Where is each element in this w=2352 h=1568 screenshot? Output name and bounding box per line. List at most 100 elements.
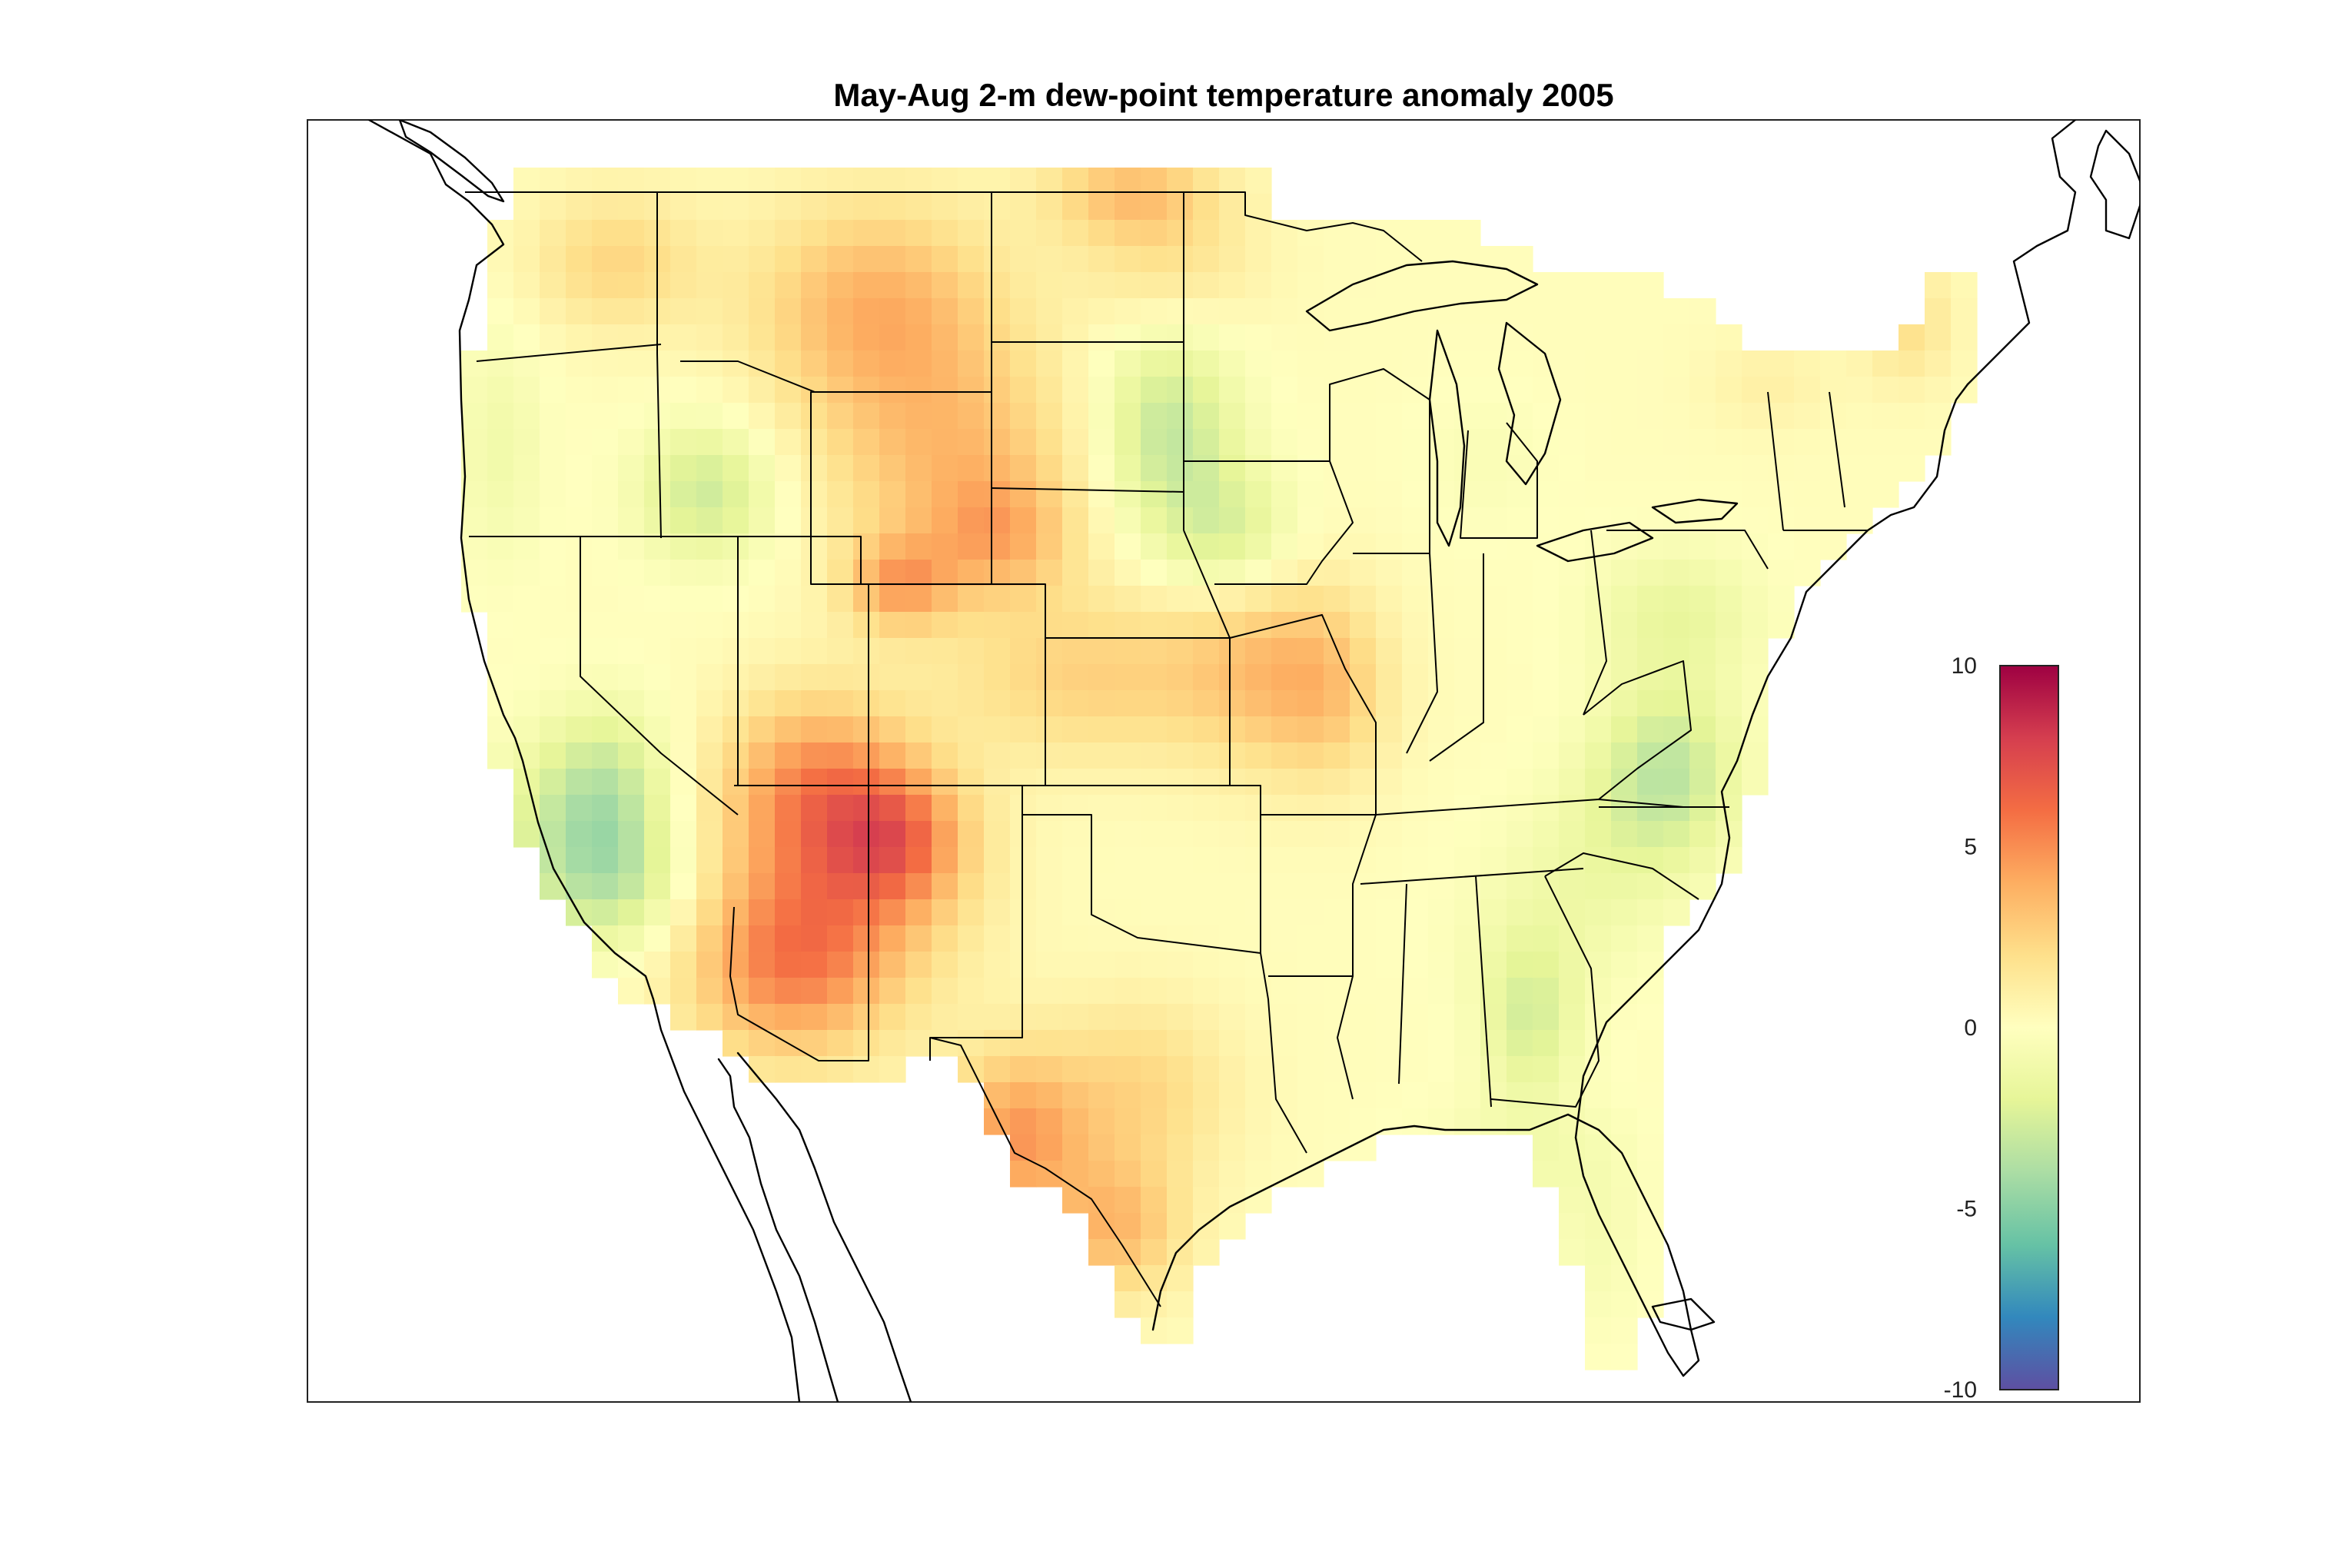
grid-cell [1559,638,1586,665]
grid-cell [1376,952,1403,978]
grid-cell [958,795,985,822]
grid-cell [1167,298,1194,325]
grid-cell [1088,1030,1115,1057]
grid-cell [932,455,958,482]
grid-cell [984,298,1011,325]
grid-cell [932,586,958,613]
grid-cell [1062,168,1089,194]
grid-cell [775,298,802,325]
grid-cell [1768,350,1795,377]
grid-cell [827,533,854,560]
grid-cell [1088,533,1115,560]
grid-cell [1062,1108,1089,1135]
grid-cell [1219,1108,1246,1135]
east-coast-line [1574,383,1969,1139]
grid-cell [487,533,514,560]
lake-ontario-line [1651,498,1739,524]
grid-cell [1454,350,1481,377]
grid-cell [566,350,593,377]
grid-cell [1533,1108,1560,1135]
grid-cell [1036,481,1063,508]
grid-cell [1324,899,1350,926]
grid-cell [879,586,906,613]
grid-cell [1533,795,1560,822]
grid-cell [1454,847,1481,874]
grid-cell [696,664,723,691]
grid-cell [1559,769,1586,796]
grid-cell [1010,560,1037,586]
grid-cell [984,533,1011,560]
grid-cell [1559,664,1586,691]
grid-cell [1559,377,1586,404]
grid-cell [775,168,802,194]
grid-cell [670,795,697,822]
grid-cell [1637,377,1664,404]
grid-cell [540,429,566,456]
grid-cell [1637,298,1664,325]
grid-cell [1167,455,1194,482]
grid-cell [775,847,802,874]
grid-cell [723,429,749,456]
grid-cell [984,742,1011,769]
grid-cell [1585,821,1612,848]
grid-cell [1663,403,1690,430]
grid-cell [1559,1239,1586,1266]
grid-cell [1167,403,1194,430]
grid-cell [513,690,540,717]
grid-cell [592,324,619,351]
grid-cell [1062,795,1089,822]
grid-cell [1062,350,1089,377]
grid-cell [592,194,619,221]
grid-cell [1141,1134,1168,1161]
grid-cell [1742,455,1769,482]
grid-cell [618,638,645,665]
grid-cell [1219,1161,1246,1188]
grid-cell [1402,742,1429,769]
grid-cell [1350,638,1377,665]
grid-cell [1428,847,1455,874]
grid-cell [592,455,619,482]
grid-cell [1062,952,1089,978]
grid-cell [1167,272,1194,299]
grid-cell [1689,533,1716,560]
grid-cell [1663,298,1690,325]
grid-cell [1637,847,1664,874]
grid-cell [1350,925,1377,952]
grid-cell [749,1004,776,1031]
grid-cell [540,168,566,194]
grid-cell [723,716,749,743]
grid-cell [1245,246,1272,273]
grid-cell [1271,638,1298,665]
grid-cell [1010,847,1037,874]
grid-cell [1010,429,1037,456]
grid-cell [1559,716,1586,743]
grid-cell [1611,377,1638,404]
grid-cell [827,899,854,926]
grid-cell [1010,481,1037,508]
grid-cell [1611,769,1638,796]
grid-cell [1663,586,1690,613]
grid-cell [775,194,802,221]
grid-cell [1245,612,1272,639]
grid-cell [853,246,880,273]
grid-cell [853,350,880,377]
grid-cell [723,664,749,691]
grid-cell [1350,429,1377,456]
grid-cell [1585,1317,1612,1344]
grid-cell [540,690,566,717]
grid-cell [1689,324,1716,351]
grid-cell [1742,403,1769,430]
grid-cell [1297,586,1324,613]
ca-nv-diagonal [580,537,739,816]
grid-cell [566,795,593,822]
grid-cell [540,821,566,848]
grid-cell [1036,194,1063,221]
grid-cell [1010,298,1037,325]
grid-cell [984,925,1011,952]
grid-cell [958,560,985,586]
grid-cell [1376,795,1403,822]
grid-cell [1219,690,1246,717]
grid-cell [1611,586,1638,613]
grid-cell [1559,298,1586,325]
grid-cell [1115,1108,1141,1135]
